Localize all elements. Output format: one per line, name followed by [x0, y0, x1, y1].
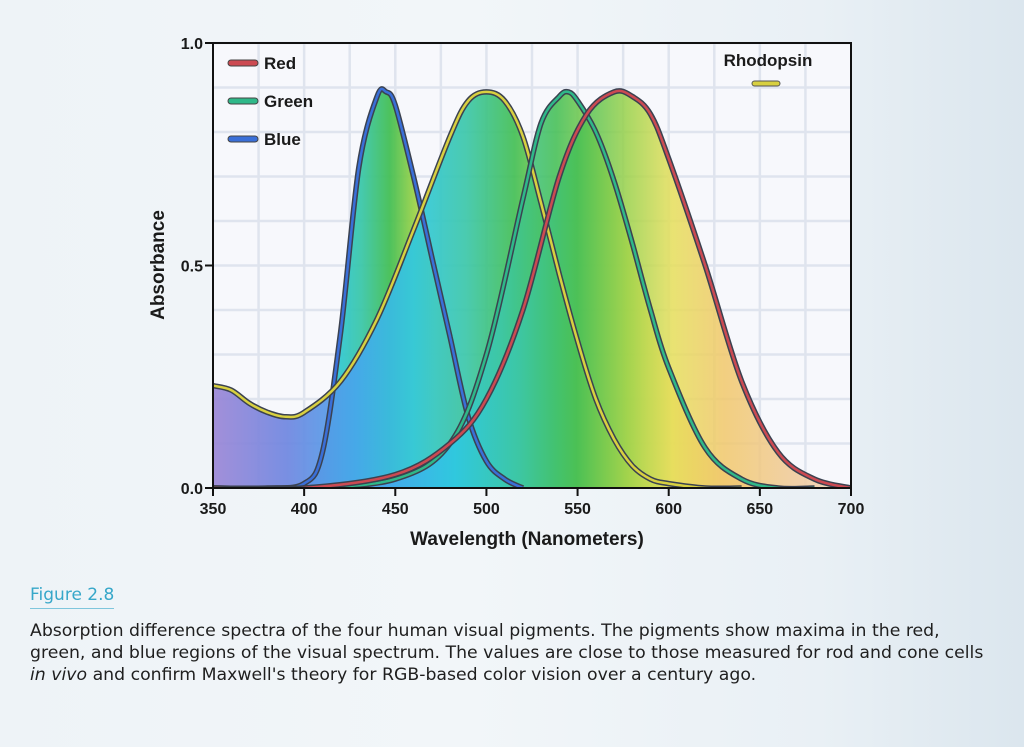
legend-swatch-red: [227, 59, 259, 67]
y-tick-label: 0.0: [181, 481, 203, 498]
x-tick-label: 350: [200, 501, 227, 518]
rhodopsin-legend-swatch: [751, 80, 781, 87]
legend-swatch-blue: [227, 135, 259, 143]
y-tick-label: 1.0: [181, 36, 203, 53]
figure-label: Figure 2.8: [30, 585, 115, 609]
x-tick-label: 700: [838, 501, 865, 518]
legend-label-blue: Blue: [264, 130, 301, 149]
spectrum-lines: [213, 86, 851, 488]
figure-caption: Figure 2.8 Absorption difference spectra…: [30, 585, 1000, 686]
rhodopsin-label: Rhodopsin: [724, 51, 813, 70]
x-tick-label: 550: [564, 501, 591, 518]
caption-text: Absorption difference spectra of the fou…: [30, 621, 984, 685]
legend-swatch-green: [227, 97, 259, 105]
y-tick-label: 0.5: [181, 259, 203, 276]
x-axis-title: Wavelength (Nanometers): [410, 529, 644, 550]
line-red: [213, 89, 851, 488]
legend-label-green: Green: [264, 92, 313, 111]
y-axis-title: Absorbance: [148, 210, 169, 320]
x-tick-label: 450: [382, 501, 409, 518]
x-tick-label: 500: [473, 501, 500, 518]
x-tick-label: 600: [655, 501, 682, 518]
legend-label-red: Red: [264, 54, 296, 73]
absorbance-chart: 350 400 450 500 550 600 650 700 0.0 0.5 1.0 Wavele…: [148, 36, 865, 550]
area-red: [213, 90, 851, 488]
axis-ticks: 350 400 450 500 550 600 650 700 0.0 0.5 1.0: [181, 36, 865, 518]
x-tick-label: 650: [747, 501, 774, 518]
line-rhodopsin: [213, 90, 742, 488]
area-rhodopsin: [213, 91, 742, 488]
caption-emphasis: in vivo: [30, 665, 88, 685]
x-tick-label: 400: [291, 501, 318, 518]
legend: Red Green Blue: [227, 54, 313, 149]
spectrum-areas: [213, 88, 851, 488]
